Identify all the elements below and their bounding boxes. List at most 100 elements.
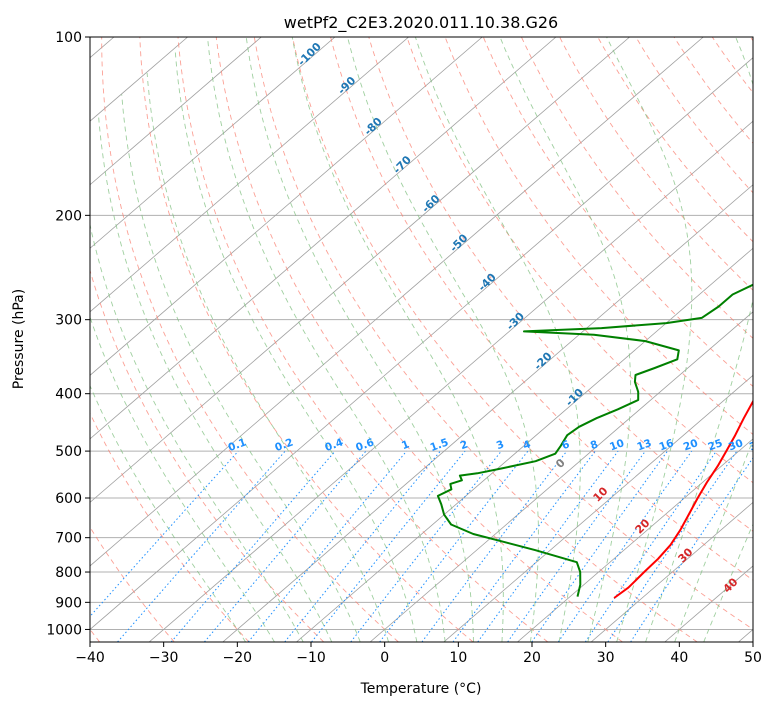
dry-adiabat-line bbox=[253, 37, 698, 642]
x-tick-label: 40 bbox=[670, 650, 688, 666]
x-tick-label: −10 bbox=[296, 650, 326, 666]
isotherm-line bbox=[443, 374, 753, 642]
moist-adiabat-line bbox=[291, 37, 504, 642]
moist-adiabat-line bbox=[674, 438, 753, 642]
y-tick-label: 600 bbox=[55, 491, 82, 507]
dry-adiabat-line bbox=[635, 37, 753, 194]
dry-adiabat-line bbox=[90, 269, 325, 642]
mixing-ratio-label: 0.1 bbox=[227, 436, 249, 454]
moist-adiabat-line bbox=[347, 37, 539, 642]
x-axis-label: Temperature (°C) bbox=[360, 681, 482, 697]
mixing-ratio-line bbox=[507, 450, 646, 642]
mixing-ratio-label: 25 bbox=[706, 437, 724, 453]
temperature-profile-line bbox=[613, 399, 753, 599]
isotherm-line bbox=[517, 438, 753, 642]
y-tick-label: 400 bbox=[55, 387, 82, 403]
mixing-ratio-label: 0.6 bbox=[354, 436, 376, 454]
mixing-ratio-label: 0.2 bbox=[273, 436, 295, 454]
mixing-ratio-line bbox=[477, 450, 619, 642]
moist-adiabat-line bbox=[97, 114, 333, 642]
x-tick-label: −30 bbox=[149, 650, 179, 666]
mixing-ratio-label: 4 bbox=[521, 438, 532, 452]
dry-adiabat-line bbox=[215, 37, 623, 642]
mixing-ratio-label: 30 bbox=[727, 437, 745, 453]
isotherm-line bbox=[590, 501, 753, 642]
mixing-ratio-label: 13 bbox=[635, 437, 653, 453]
mixing-ratio-line bbox=[247, 450, 407, 642]
mixing-ratio-label: 1 bbox=[400, 438, 411, 452]
moist-adiabat-line bbox=[90, 315, 275, 642]
mixing-ratio-line bbox=[350, 450, 502, 642]
isotherm-line bbox=[90, 37, 409, 313]
moist-adiabat-line bbox=[146, 72, 390, 642]
isotherm-line bbox=[90, 37, 262, 186]
grid-layer bbox=[90, 37, 753, 642]
adiabat-layer bbox=[90, 37, 753, 642]
x-tick-label: 50 bbox=[744, 650, 762, 666]
dry-adiabat-line bbox=[559, 37, 753, 291]
isotherm-line bbox=[90, 57, 753, 630]
y-tick-label: 500 bbox=[55, 444, 82, 460]
dry-adiabat-line bbox=[444, 37, 753, 435]
y-tick-label: 800 bbox=[55, 565, 82, 581]
isotherm-line bbox=[90, 37, 483, 376]
y-tick-label: 900 bbox=[55, 595, 82, 611]
x-tick-label: 10 bbox=[449, 650, 467, 666]
isotherm-line bbox=[369, 311, 753, 642]
dry-adiabat-line bbox=[482, 37, 753, 387]
moist-adiabat-line bbox=[414, 37, 581, 642]
mixing-ratio-label: 0.4 bbox=[323, 436, 345, 454]
moist-adiabat-line bbox=[90, 384, 247, 642]
moist-adiabat-line bbox=[90, 222, 304, 642]
moist-adiabat-line bbox=[207, 37, 446, 642]
mixing-ratio-line bbox=[584, 450, 717, 642]
moist-adiabat-line bbox=[703, 523, 753, 642]
mixing-ratio-line bbox=[204, 450, 367, 642]
dry-adiabat-line bbox=[90, 526, 175, 642]
dry-adiabat-line bbox=[90, 412, 250, 642]
mixing-ratio-label: 3 bbox=[495, 438, 506, 452]
dry-adiabat-line bbox=[177, 37, 549, 642]
y-axis-label: Pressure (hPa) bbox=[11, 289, 27, 389]
mixing-ratio-line bbox=[311, 450, 466, 642]
isotherm-line bbox=[90, 37, 704, 567]
mixing-ratio-line bbox=[531, 450, 668, 642]
dry-adiabat-line bbox=[101, 37, 399, 642]
dry-adiabat-line bbox=[368, 37, 753, 532]
mixing-ratio-line bbox=[284, 450, 441, 642]
mixing-ratio-line bbox=[170, 450, 336, 642]
x-tick-label: 30 bbox=[597, 650, 615, 666]
mixing-ratio-label: 36 bbox=[748, 437, 766, 453]
isotherm-line bbox=[90, 37, 557, 440]
series-layer bbox=[436, 283, 753, 599]
y-tick-label: 700 bbox=[55, 531, 82, 547]
dry-adiabat-line bbox=[673, 37, 753, 144]
mixing-ratio-line bbox=[90, 450, 239, 618]
mixing-ratio-label: 2 bbox=[459, 438, 470, 452]
dry-adiabat-line bbox=[406, 37, 753, 484]
mixing-ratio-label: 10 bbox=[608, 437, 626, 453]
x-tick-label: 20 bbox=[523, 650, 541, 666]
mixing-ratio-line bbox=[379, 450, 529, 642]
isotherm-line bbox=[90, 37, 336, 249]
mixing-ratio-label: 16 bbox=[658, 437, 676, 453]
x-tick-label: −40 bbox=[75, 650, 105, 666]
dewpoint-profile-line bbox=[436, 283, 753, 597]
mixing-ratio-label: 8 bbox=[589, 438, 600, 452]
mixing-ratio-label: 6 bbox=[560, 438, 571, 452]
isotherm-line bbox=[222, 184, 753, 642]
y-tick-label: 200 bbox=[55, 208, 82, 224]
y-tick-label: 300 bbox=[55, 313, 82, 329]
dry-adiabat-line bbox=[330, 37, 753, 581]
moist-adiabat-line bbox=[645, 37, 753, 642]
x-tick-label: 0 bbox=[380, 650, 389, 666]
y-tick-label: 1000 bbox=[46, 622, 82, 638]
plot-frame bbox=[89, 36, 754, 643]
isotherm-line bbox=[148, 120, 753, 642]
mixing-ratio-label: 1.5 bbox=[429, 436, 451, 454]
moist-adiabat-line bbox=[606, 37, 693, 642]
dry-adiabat-line bbox=[597, 37, 753, 243]
isotherm-line bbox=[90, 37, 630, 503]
